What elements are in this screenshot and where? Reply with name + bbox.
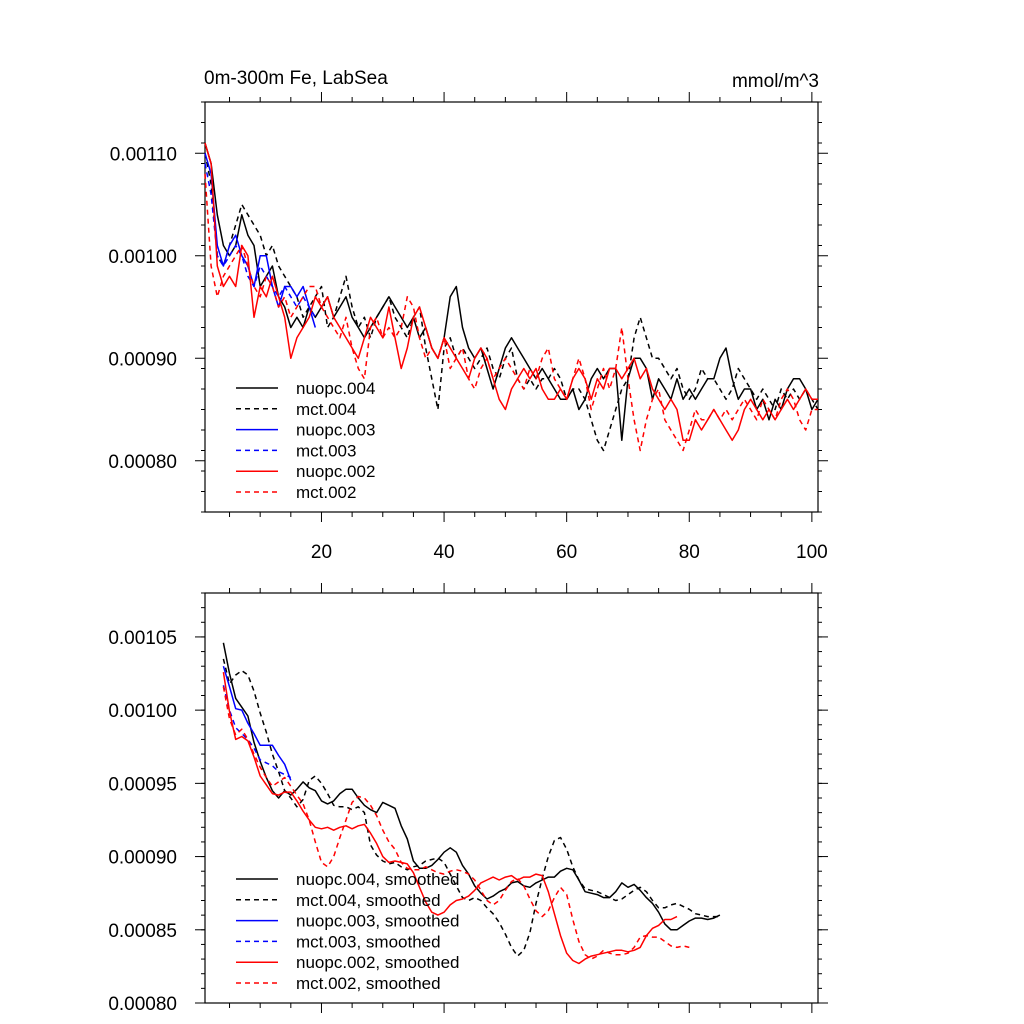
y-tick-label: 0.00110: [110, 144, 177, 165]
series-line-mct-003-smoothed: [222, 685, 292, 779]
y-tick-label: 0.00080: [108, 452, 177, 473]
legend-label: mct.002, smoothed: [296, 974, 441, 993]
legend-label: nuopc.003, smoothed: [296, 912, 460, 931]
x-tick-label: 60: [556, 542, 577, 563]
x-tick-label: 80: [679, 542, 700, 563]
series-line-nuopc-004-smoothed: [222, 642, 721, 931]
y-tick-label: 0.00090: [108, 848, 177, 869]
y-tick-label: 0.00105: [108, 628, 177, 649]
legend-label: nuopc.002, smoothed: [296, 953, 460, 972]
series-line-nuopc-002-smoothed: [222, 671, 678, 965]
series-line-mct-002: [204, 173, 818, 452]
legend-label: nuopc.004: [296, 379, 375, 398]
units-label: mmol/m^3: [732, 71, 819, 92]
legend-label: nuopc.002: [296, 462, 375, 481]
legend-label: nuopc.004, smoothed: [296, 870, 460, 889]
series-line-nuopc-003-smoothed: [222, 665, 292, 781]
y-tick-label: 0.00090: [108, 349, 177, 370]
legend-label: nuopc.003: [296, 421, 375, 440]
series-line-mct-002-smoothed: [222, 686, 690, 960]
series-line-nuopc-003: [204, 152, 317, 328]
x-tick-label: 40: [433, 542, 454, 563]
legend-label: mct.003: [296, 441, 356, 460]
legend-label: mct.004: [296, 400, 356, 419]
series-line-nuopc-004: [204, 142, 819, 442]
chart-title: 0m-300m Fe, LabSea: [204, 68, 388, 89]
y-tick-label: 0.00080: [108, 994, 177, 1015]
y-tick-label: 0.00095: [108, 774, 177, 795]
y-tick-label: 0.00085: [108, 921, 177, 942]
top-panel: 0.00080 0.00090 0.00100 0.00110 20 40 60 80 100 n…: [108, 92, 828, 563]
bottom-panel: 0.00080 0.00085 0.00090 0.00095 0.00100 0.001…: [108, 583, 828, 1015]
series-line-mct-004-smoothed: [222, 658, 720, 957]
y-tick-label: 0.00100: [108, 247, 177, 268]
legend-label: mct.002: [296, 483, 356, 502]
x-tick-label: 20: [311, 542, 332, 563]
y-tick-label: 0.00100: [108, 701, 177, 722]
series-line-mct-004: [204, 153, 819, 452]
legend-label: mct.003, smoothed: [296, 932, 441, 951]
x-tick-label: 100: [796, 542, 828, 563]
legend-label: mct.004, smoothed: [296, 891, 441, 910]
series-line-nuopc-002: [204, 142, 818, 442]
